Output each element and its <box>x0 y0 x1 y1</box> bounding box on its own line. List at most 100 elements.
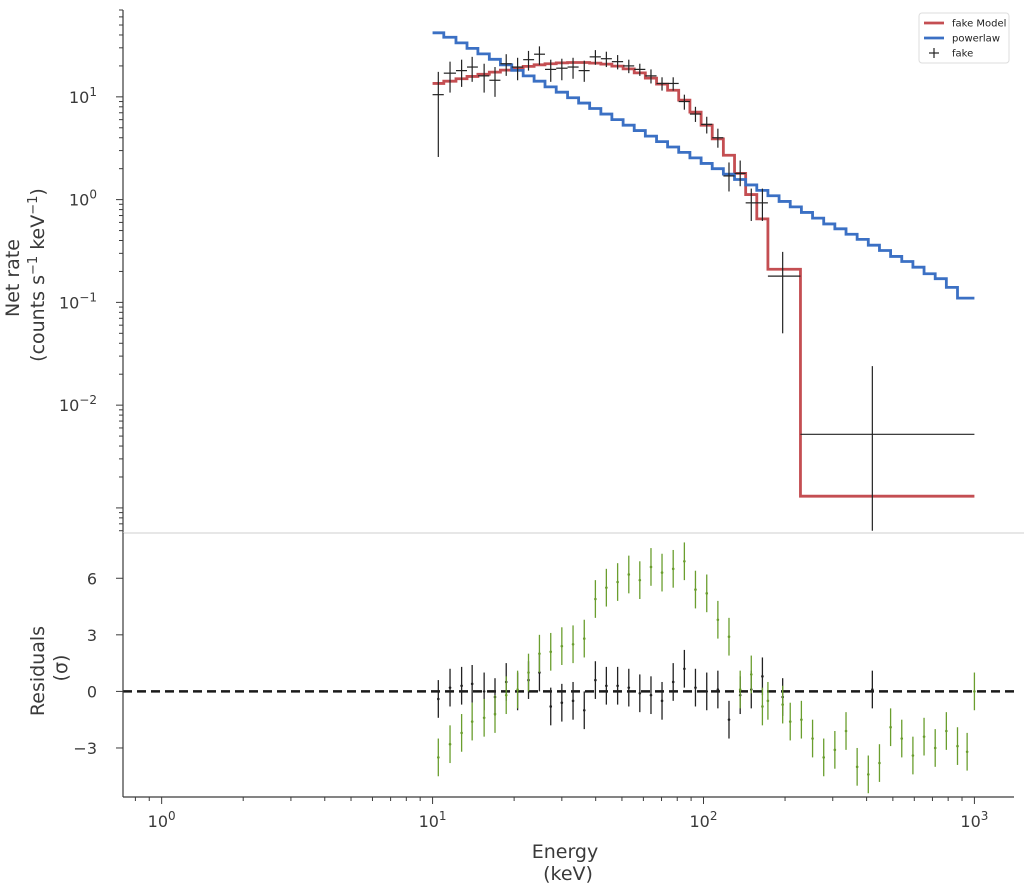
residual-marker <box>527 671 530 674</box>
data-point-10 <box>544 59 557 82</box>
residual-point <box>605 568 608 607</box>
data-point-28 <box>745 188 757 221</box>
residual-point <box>582 619 586 658</box>
residual-point <box>460 666 463 705</box>
residual-marker <box>549 705 553 708</box>
residuals-y-axis-title: Residuals (σ) <box>27 620 72 716</box>
residual-marker <box>616 684 619 688</box>
residual-point <box>889 708 892 747</box>
residuals-axes: 6 3 0 −3 100 101 102 103 <box>73 533 1014 831</box>
data-point-23 <box>689 106 702 122</box>
data-point-16 <box>611 55 624 70</box>
spectrum-panel: 101 100 10−1 10−2 fake Model powerlaw fake <box>59 9 1024 534</box>
data-point-12 <box>567 57 579 79</box>
residual-marker <box>727 635 731 639</box>
residual-point <box>844 712 848 750</box>
spectrum-y-axis-title-line1: Net rate <box>2 239 24 317</box>
residual-point <box>616 666 619 705</box>
residual-point <box>482 698 486 737</box>
residual-point <box>638 561 642 599</box>
residual-marker <box>482 690 486 693</box>
residual-marker <box>627 573 631 576</box>
residual-marker <box>660 699 664 703</box>
data-point-27 <box>734 160 746 187</box>
residual-point <box>448 725 452 764</box>
data-point-18 <box>634 63 646 76</box>
residual-marker <box>716 618 720 622</box>
residual-marker <box>973 690 976 693</box>
ylabel-sup-2: −1 <box>26 196 41 215</box>
data-point-15 <box>600 51 612 68</box>
residual-point <box>560 683 564 722</box>
residual-series-fake <box>437 649 874 739</box>
residual-point <box>527 653 530 692</box>
residual-point <box>660 681 664 720</box>
residual-marker <box>694 588 697 591</box>
residual-point <box>460 714 463 752</box>
residual-point <box>549 687 553 726</box>
x-tick-label-0: 100 <box>148 809 176 831</box>
residual-point <box>900 719 904 758</box>
residual-marker <box>761 675 764 678</box>
residual-point <box>437 738 440 777</box>
data-point-26 <box>723 162 735 192</box>
residual-marker <box>844 729 848 733</box>
residual-marker <box>738 688 742 691</box>
residual-marker <box>437 756 440 759</box>
data-point-5 <box>489 67 501 97</box>
x-tick-label-1: 101 <box>419 809 447 831</box>
residual-marker <box>749 673 753 676</box>
data-point-2 <box>455 59 468 87</box>
residual-point <box>571 681 575 720</box>
residual-marker <box>871 688 874 691</box>
residual-marker <box>460 684 463 688</box>
residual-marker <box>956 744 959 748</box>
residual-marker <box>616 580 619 584</box>
residual-marker <box>649 565 653 569</box>
data-point-3 <box>467 56 478 82</box>
data-point-6 <box>500 54 512 76</box>
residual-marker <box>638 578 642 582</box>
residual-marker <box>493 712 497 716</box>
data-point-30 <box>767 251 801 334</box>
residual-point <box>922 717 926 756</box>
residual-point <box>571 625 575 664</box>
data-point-29 <box>756 188 768 221</box>
residual-point <box>549 632 553 671</box>
residual-point <box>956 727 959 765</box>
residuals-y-tick-label-0: 6 <box>87 569 97 588</box>
residual-marker <box>448 742 452 746</box>
spectrum-y-axis-title-line2: (counts s−1 keV−1) <box>26 188 49 362</box>
residual-point <box>470 702 474 741</box>
residual-point <box>627 555 631 594</box>
residuals-y-axis-title-line1: Residuals <box>27 626 49 716</box>
residual-point <box>538 634 541 673</box>
residual-marker <box>705 592 709 595</box>
data-point-8 <box>523 50 535 71</box>
residual-point <box>965 732 969 771</box>
residual-point <box>749 655 753 694</box>
residual-point <box>560 627 564 665</box>
data-point-11 <box>556 58 568 81</box>
residual-marker <box>922 735 926 738</box>
residual-series-powerlaw <box>437 542 976 794</box>
residual-point <box>671 663 675 701</box>
residual-point <box>649 548 653 586</box>
residual-point <box>605 666 608 705</box>
spectrum-series-layer <box>432 31 975 498</box>
residual-marker <box>582 637 586 640</box>
residual-marker <box>470 720 474 723</box>
residual-point <box>437 680 440 718</box>
residual-point <box>683 649 686 688</box>
residual-marker <box>866 773 870 776</box>
residuals-y-tick-label-1: 3 <box>87 626 97 645</box>
residual-marker <box>965 750 969 754</box>
residual-marker <box>571 699 575 703</box>
residual-point <box>716 670 720 709</box>
residual-marker <box>605 684 608 688</box>
residual-point <box>683 542 686 581</box>
residual-point <box>833 731 837 769</box>
x-tick-label-2: 102 <box>689 809 717 831</box>
data-point-25 <box>712 128 724 148</box>
residual-marker <box>683 667 686 671</box>
